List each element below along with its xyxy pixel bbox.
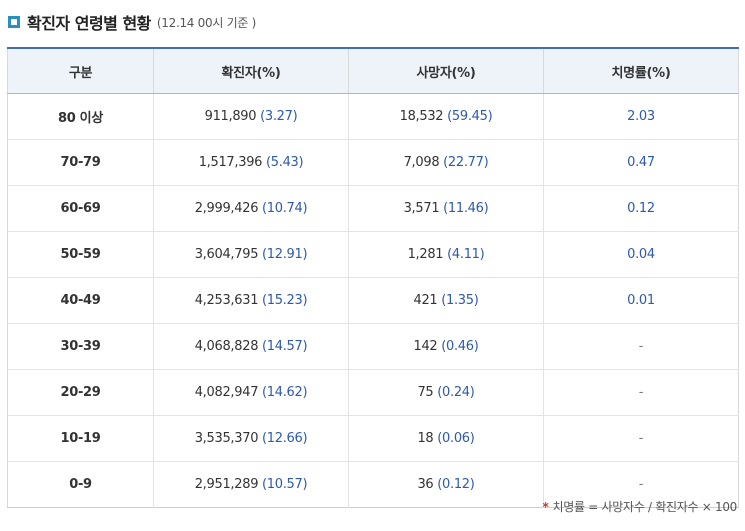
cell-fatality: -	[543, 461, 739, 508]
cell-age-group: 30-39	[7, 323, 154, 370]
deaths-percent: (1.35)	[441, 293, 479, 308]
cell-age-group: 40-49	[7, 277, 154, 324]
deaths-count: 75	[417, 385, 434, 400]
cell-cases: 4,068,828 (14.57)	[153, 323, 349, 370]
cell-deaths: 36 (0.12)	[348, 461, 544, 508]
deaths-percent: (0.24)	[437, 385, 475, 400]
cell-fatality: -	[543, 369, 739, 416]
header-fatality: 치명률(%)	[543, 48, 739, 94]
cases-count: 3,604,795	[194, 247, 259, 262]
deaths-count: 18,532	[399, 109, 444, 124]
cases-count: 3,535,370	[194, 431, 259, 446]
deaths-percent: (0.12)	[437, 477, 475, 492]
cases-percent: (14.57)	[262, 339, 308, 354]
cases-count: 911,890	[204, 109, 257, 124]
cell-cases: 4,253,631 (15.23)	[153, 277, 349, 324]
as-of-date: (12.14 00시 기준 )	[156, 15, 256, 30]
cell-fatality: 0.12	[543, 185, 739, 232]
cell-cases: 2,951,289 (10.57)	[153, 461, 349, 508]
cases-count: 4,068,828	[194, 339, 259, 354]
cases-count: 2,999,426	[194, 201, 259, 216]
cell-age-group: 70-79	[7, 139, 154, 186]
cell-age-group: 20-29	[7, 369, 154, 416]
cell-fatality: 0.01	[543, 277, 739, 324]
cell-deaths: 142 (0.46)	[348, 323, 544, 370]
cases-percent: (12.91)	[262, 247, 308, 262]
page-title: 확진자 연령별 현황	[27, 14, 151, 33]
cell-deaths: 3,571 (11.46)	[348, 185, 544, 232]
footnote-text: 치명률 = 사망자수 / 확진자수 × 100	[552, 500, 738, 514]
cell-cases: 3,535,370 (12.66)	[153, 415, 349, 462]
deaths-percent: (59.45)	[447, 109, 493, 124]
cell-deaths: 1,281 (4.11)	[348, 231, 544, 278]
header-group: 구분	[7, 48, 154, 94]
age-group-table: 구분 확진자(%) 사망자(%) 치명률(%) 80 이상 911,890 (3.…	[7, 47, 739, 508]
deaths-percent: (4.11)	[447, 247, 485, 262]
cell-fatality: -	[543, 415, 739, 462]
table-header-row: 구분 확진자(%) 사망자(%) 치명률(%)	[7, 48, 739, 94]
deaths-count: 36	[417, 477, 434, 492]
cell-fatality: 2.03	[543, 93, 739, 140]
cell-age-group: 0-9	[7, 461, 154, 508]
cell-deaths: 75 (0.24)	[348, 369, 544, 416]
deaths-percent: (22.77)	[443, 155, 489, 170]
table-row: 20-29 4,082,947 (14.62) 75 (0.24) -	[7, 369, 739, 416]
cell-cases: 1,517,396 (5.43)	[153, 139, 349, 186]
cell-deaths: 18,532 (59.45)	[348, 93, 544, 140]
deaths-percent: (0.06)	[437, 431, 475, 446]
deaths-percent: (11.46)	[443, 201, 489, 216]
deaths-percent: (0.46)	[441, 339, 479, 354]
cell-fatality: 0.04	[543, 231, 739, 278]
cases-percent: (10.57)	[262, 477, 308, 492]
cell-cases: 2,999,426 (10.74)	[153, 185, 349, 232]
table-row: 70-79 1,517,396 (5.43) 7,098 (22.77) 0.47	[7, 139, 739, 186]
cases-count: 4,253,631	[194, 293, 259, 308]
header-cases: 확진자(%)	[153, 48, 349, 94]
table-row: 10-19 3,535,370 (12.66) 18 (0.06) -	[7, 415, 739, 462]
deaths-count: 1,281	[407, 247, 444, 262]
table-body: 80 이상 911,890 (3.27) 18,532 (59.45) 2.03 70-…	[7, 93, 739, 508]
section-title: 확진자 연령별 현황 (12.14 00시 기준 )	[8, 10, 256, 34]
deaths-count: 7,098	[403, 155, 440, 170]
cell-deaths: 421 (1.35)	[348, 277, 544, 324]
cell-deaths: 18 (0.06)	[348, 415, 544, 462]
cell-fatality: -	[543, 323, 739, 370]
cases-percent: (14.62)	[262, 385, 308, 400]
table-row: 0-9 2,951,289 (10.57) 36 (0.12) -	[7, 461, 739, 508]
header-deaths: 사망자(%)	[348, 48, 544, 94]
cases-percent: (5.43)	[266, 155, 304, 170]
deaths-count: 3,571	[403, 201, 440, 216]
cell-age-group: 10-19	[7, 415, 154, 462]
deaths-count: 421	[413, 293, 438, 308]
footnote: * 치명률 = 사망자수 / 확진자수 × 100	[542, 498, 738, 515]
cases-percent: (12.66)	[262, 431, 308, 446]
cell-cases: 4,082,947 (14.62)	[153, 369, 349, 416]
square-bullet-icon	[8, 16, 20, 28]
cell-cases: 911,890 (3.27)	[153, 93, 349, 140]
cell-fatality: 0.47	[543, 139, 739, 186]
cases-percent: (3.27)	[260, 109, 298, 124]
cases-percent: (10.74)	[262, 201, 308, 216]
footnote-marker: *	[542, 500, 549, 514]
cell-deaths: 7,098 (22.77)	[348, 139, 544, 186]
cell-cases: 3,604,795 (12.91)	[153, 231, 349, 278]
cell-age-group: 60-69	[7, 185, 154, 232]
deaths-count: 18	[417, 431, 434, 446]
cases-count: 4,082,947	[194, 385, 259, 400]
table-row: 40-49 4,253,631 (15.23) 421 (1.35) 0.01	[7, 277, 739, 324]
cases-percent: (15.23)	[262, 293, 308, 308]
table-row: 50-59 3,604,795 (12.91) 1,281 (4.11) 0.04	[7, 231, 739, 278]
deaths-count: 142	[413, 339, 438, 354]
table-row: 30-39 4,068,828 (14.57) 142 (0.46) -	[7, 323, 739, 370]
cell-age-group: 50-59	[7, 231, 154, 278]
cases-count: 2,951,289	[194, 477, 259, 492]
table-row: 80 이상 911,890 (3.27) 18,532 (59.45) 2.03	[7, 93, 739, 140]
cases-count: 1,517,396	[198, 155, 263, 170]
cell-age-group: 80 이상	[7, 93, 154, 140]
table-row: 60-69 2,999,426 (10.74) 3,571 (11.46) 0.12	[7, 185, 739, 232]
